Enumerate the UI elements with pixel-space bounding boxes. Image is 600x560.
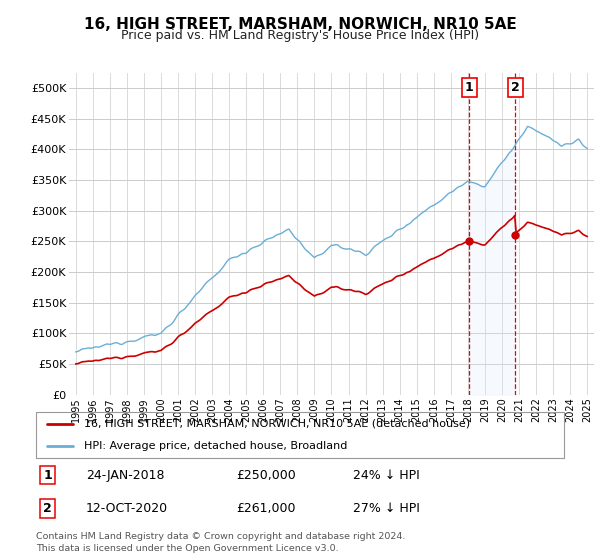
Text: 24% ↓ HPI: 24% ↓ HPI: [353, 469, 419, 482]
Text: Price paid vs. HM Land Registry's House Price Index (HPI): Price paid vs. HM Land Registry's House …: [121, 29, 479, 42]
Text: 16, HIGH STREET, MARSHAM, NORWICH, NR10 5AE (detached house): 16, HIGH STREET, MARSHAM, NORWICH, NR10 …: [83, 418, 470, 428]
Text: 16, HIGH STREET, MARSHAM, NORWICH, NR10 5AE: 16, HIGH STREET, MARSHAM, NORWICH, NR10 …: [83, 17, 517, 31]
Text: 1: 1: [43, 469, 52, 482]
Text: 27% ↓ HPI: 27% ↓ HPI: [353, 502, 419, 515]
Text: 2: 2: [43, 502, 52, 515]
Text: Contains HM Land Registry data © Crown copyright and database right 2024.
This d: Contains HM Land Registry data © Crown c…: [36, 532, 406, 553]
Text: 24-JAN-2018: 24-JAN-2018: [86, 469, 164, 482]
Text: £261,000: £261,000: [236, 502, 296, 515]
Text: HPI: Average price, detached house, Broadland: HPI: Average price, detached house, Broa…: [83, 441, 347, 451]
Text: 12-OCT-2020: 12-OCT-2020: [86, 502, 168, 515]
Text: 2: 2: [511, 81, 520, 94]
Text: £250,000: £250,000: [236, 469, 296, 482]
Text: 1: 1: [464, 81, 473, 94]
